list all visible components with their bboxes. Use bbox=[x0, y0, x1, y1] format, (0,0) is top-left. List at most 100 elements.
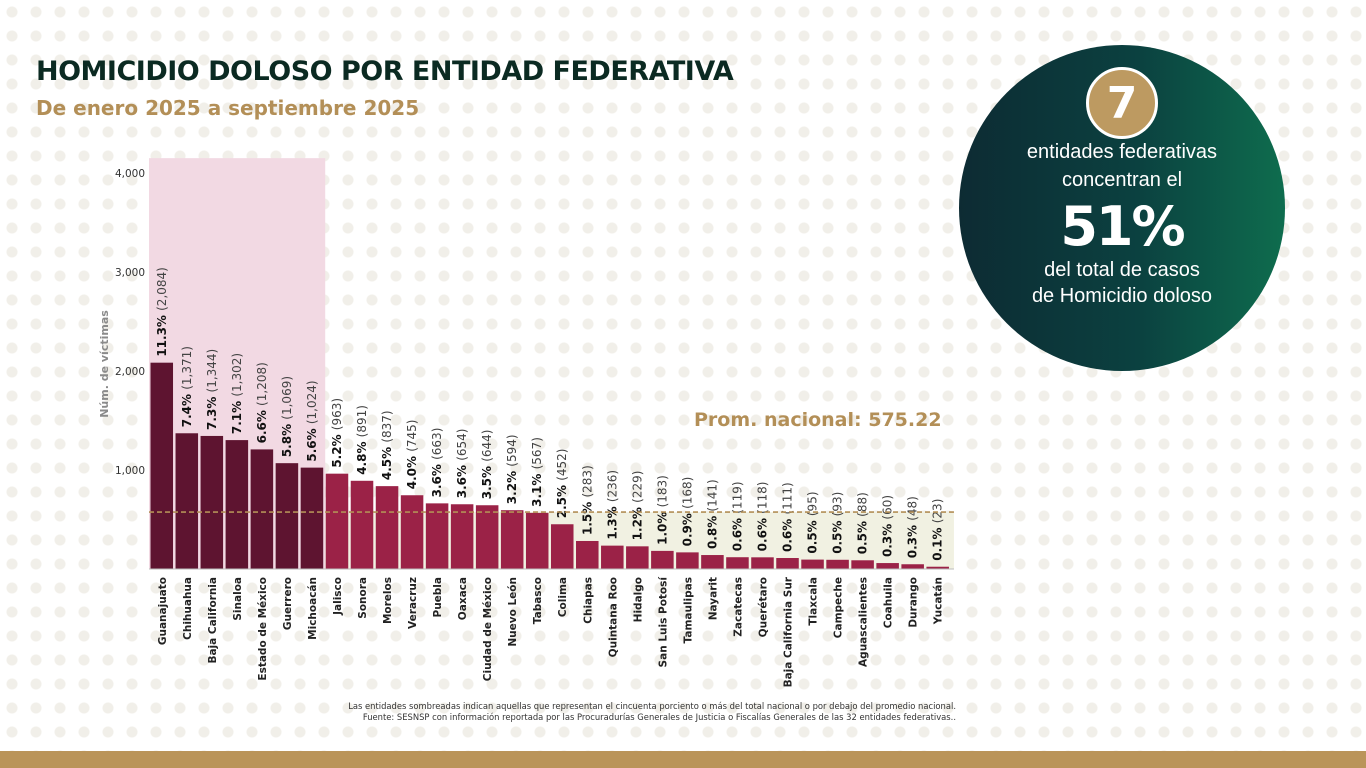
data-label-percent: 0.5% bbox=[806, 516, 820, 553]
data-label-count: (141) bbox=[705, 479, 719, 511]
bar-chart: 1,000 2,000 3,000 4,000 Núm. de víctimas 11.3… bbox=[98, 158, 954, 687]
category-label: Baja California bbox=[207, 577, 219, 664]
data-label: 1.5% (283) bbox=[580, 465, 594, 535]
data-label-percent: 4.0% bbox=[405, 452, 419, 489]
data-label: 7.4% (1,371) bbox=[180, 346, 194, 427]
category-label: Baja California Sur bbox=[783, 576, 795, 687]
data-label: 11.3% (2,084) bbox=[155, 267, 169, 357]
data-label-count: (2,084) bbox=[155, 267, 169, 311]
footnote-source: Fuente: SESNSP con información reportada… bbox=[362, 712, 956, 722]
data-label-count: (95) bbox=[806, 491, 820, 516]
y-tick-label: 3,000 bbox=[115, 267, 145, 279]
data-label: 0.3% (60) bbox=[881, 495, 895, 557]
data-label-count: (1,371) bbox=[180, 346, 194, 390]
data-label-count: (837) bbox=[380, 410, 394, 442]
data-label-count: (119) bbox=[730, 481, 744, 513]
bar bbox=[500, 510, 524, 569]
bar bbox=[225, 440, 249, 569]
category-label: Tlaxcala bbox=[808, 577, 820, 626]
data-label-percent: 2.5% bbox=[555, 481, 569, 518]
page-title: HOMICIDIO DOLOSO POR ENTIDAD FEDERATIVA bbox=[36, 56, 734, 87]
category-label: Guanajuato bbox=[157, 577, 169, 645]
category-label: Campeche bbox=[833, 577, 845, 638]
bar bbox=[475, 505, 499, 569]
bar bbox=[901, 564, 924, 569]
data-label: 2.5% (452) bbox=[555, 449, 569, 519]
data-label-percent: 7.3% bbox=[205, 392, 219, 429]
data-label-count: (23) bbox=[931, 499, 945, 524]
data-label-count: (229) bbox=[630, 471, 644, 503]
bar bbox=[200, 435, 224, 569]
data-label: 0.6% (111) bbox=[781, 482, 795, 552]
data-label-count: (452) bbox=[555, 449, 569, 481]
stat-number-badge: 7 bbox=[1086, 67, 1158, 139]
data-label: 6.6% (1,208) bbox=[255, 362, 269, 443]
y-tick-label: 1,000 bbox=[115, 465, 145, 477]
data-label-count: (283) bbox=[580, 465, 594, 497]
data-label-percent: 3.6% bbox=[430, 460, 444, 497]
average-label: Prom. nacional: 575.22 bbox=[694, 409, 942, 431]
data-label-count: (1,208) bbox=[255, 362, 269, 406]
category-label: Durango bbox=[908, 577, 920, 628]
data-label-count: (891) bbox=[355, 405, 369, 437]
category-label: Querétaro bbox=[757, 577, 769, 637]
data-label-count: (1,302) bbox=[230, 353, 244, 397]
stat-line-4: del total de casos bbox=[1044, 259, 1200, 281]
category-label: Oaxaca bbox=[457, 577, 469, 620]
data-label-count: (88) bbox=[856, 492, 870, 517]
data-label-percent: 0.8% bbox=[705, 512, 719, 549]
data-label: 0.1% (23) bbox=[931, 499, 945, 561]
category-label: Jalisco bbox=[332, 577, 344, 616]
data-label-percent: 5.6% bbox=[305, 424, 319, 461]
bar bbox=[926, 566, 949, 569]
data-label-percent: 7.1% bbox=[230, 397, 244, 434]
category-label: Veracruz bbox=[407, 577, 419, 629]
bar bbox=[576, 540, 599, 569]
data-label: 3.1% (567) bbox=[530, 437, 544, 507]
bar bbox=[601, 545, 624, 569]
data-label-percent: 0.5% bbox=[831, 516, 845, 553]
data-label: 0.5% (88) bbox=[856, 492, 870, 554]
bar bbox=[751, 557, 774, 569]
bar bbox=[450, 504, 474, 569]
category-label: Tamaulipas bbox=[682, 577, 694, 643]
data-label-count: (111) bbox=[781, 482, 795, 514]
data-label: 1.2% (229) bbox=[630, 471, 644, 541]
data-label-percent: 0.6% bbox=[781, 515, 795, 552]
bar bbox=[525, 512, 549, 569]
data-label: 0.3% (48) bbox=[906, 496, 920, 558]
category-label: Guerrero bbox=[282, 577, 294, 630]
category-label: Puebla bbox=[432, 577, 444, 618]
category-label: Zacatecas bbox=[732, 577, 744, 637]
data-label-percent: 0.3% bbox=[906, 521, 920, 558]
data-label-percent: 0.1% bbox=[931, 523, 945, 560]
data-label: 5.6% (1,024) bbox=[305, 380, 319, 461]
bar bbox=[350, 480, 374, 569]
data-label: 4.0% (745) bbox=[405, 419, 419, 489]
page-subtitle: De enero 2025 a septiembre 2025 bbox=[36, 96, 420, 120]
category-label: Hidalgo bbox=[632, 577, 644, 622]
data-label-count: (48) bbox=[906, 496, 920, 521]
data-label-percent: 1.5% bbox=[580, 498, 594, 535]
category-label: Yucatán bbox=[933, 577, 945, 625]
bar bbox=[876, 563, 899, 569]
bar bbox=[175, 433, 199, 569]
category-label: Aguascalientes bbox=[858, 577, 870, 667]
data-label-count: (93) bbox=[831, 492, 845, 517]
bar bbox=[375, 486, 399, 569]
category-label: Sonora bbox=[357, 577, 369, 619]
data-label: 0.5% (93) bbox=[831, 492, 845, 554]
bar bbox=[676, 552, 699, 569]
bar bbox=[300, 467, 324, 569]
data-label-count: (236) bbox=[605, 470, 619, 502]
bar bbox=[150, 362, 174, 569]
bar bbox=[626, 546, 649, 569]
bar bbox=[325, 473, 349, 569]
stat-line-5: de Homicidio doloso bbox=[1031, 285, 1213, 307]
data-label-percent: 0.9% bbox=[680, 509, 694, 546]
data-label-percent: 3.6% bbox=[455, 461, 469, 498]
footnote-shading: Las entidades sombreadas indican aquella… bbox=[348, 701, 956, 711]
data-label-count: (60) bbox=[881, 495, 895, 520]
data-label-percent: 3.2% bbox=[505, 467, 519, 504]
data-label: 7.3% (1,344) bbox=[205, 349, 219, 430]
